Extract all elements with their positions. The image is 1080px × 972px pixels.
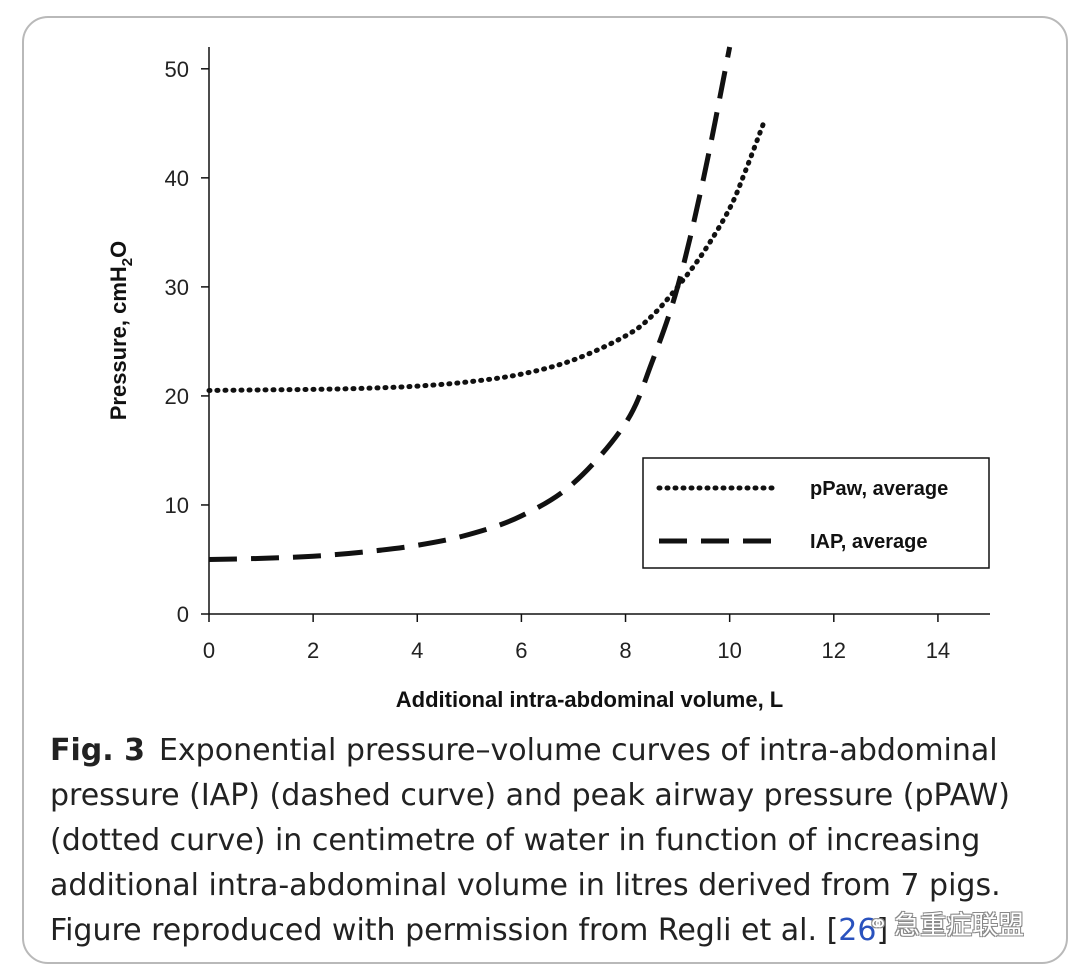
watermark: ⚭ 急重症联盟 <box>868 905 1024 942</box>
figure-caption: Fig. 3 Exponential pressure–volume curves… <box>50 728 1050 953</box>
series-line-ppaw <box>206 120 767 393</box>
series-line-iap <box>208 46 733 562</box>
y-axis-title: Pressure, cmH2O <box>106 241 136 421</box>
y-axis-title-main: Pressure, cmH <box>106 266 131 420</box>
figure-label: Fig. 3 <box>50 733 145 768</box>
x-axis-title: Additional intra-abdominal volume, L <box>396 687 783 712</box>
reference-link[interactable]: 26 <box>838 913 877 948</box>
x-tick-label: 14 <box>926 638 950 663</box>
wechat-icon: ⚭ <box>868 909 889 938</box>
y-tick-label: 30 <box>165 275 189 300</box>
x-tick-label: 10 <box>717 638 741 663</box>
series-layer <box>206 46 767 562</box>
caption-close: ] <box>876 913 889 948</box>
legend-box <box>642 457 990 569</box>
y-tick-label: 50 <box>165 57 189 82</box>
pressure-volume-chart: 0 2 4 6 8 10 12 14 0 10 20 30 40 50 pPaw, average IAP,… <box>106 46 990 712</box>
x-tick-label: 2 <box>307 638 319 663</box>
y-axis-title-sub: 2 <box>119 258 136 266</box>
legend-label: IAP, average <box>810 531 928 553</box>
y-axis-title-tail: O <box>106 241 131 258</box>
y-tick-label: 0 <box>177 602 189 627</box>
y-tick-label: 20 <box>165 384 189 409</box>
caption-text: Exponential pressure–volume curves of in… <box>50 733 1010 948</box>
x-tick-label: 12 <box>822 638 846 663</box>
x-tick-label: 4 <box>411 638 423 663</box>
x-tick-label: 8 <box>619 638 631 663</box>
y-tick-label: 40 <box>165 166 189 191</box>
x-tick-label: 0 <box>203 638 215 663</box>
legend: pPaw, average IAP, average <box>642 457 990 569</box>
watermark-text: 急重症联盟 <box>894 911 1025 941</box>
legend-label: pPaw, average <box>810 478 948 500</box>
x-tick-label: 6 <box>515 638 527 663</box>
y-tick-label: 10 <box>165 493 189 518</box>
axes: 0 2 4 6 8 10 12 14 0 10 20 30 40 50 <box>165 47 990 663</box>
